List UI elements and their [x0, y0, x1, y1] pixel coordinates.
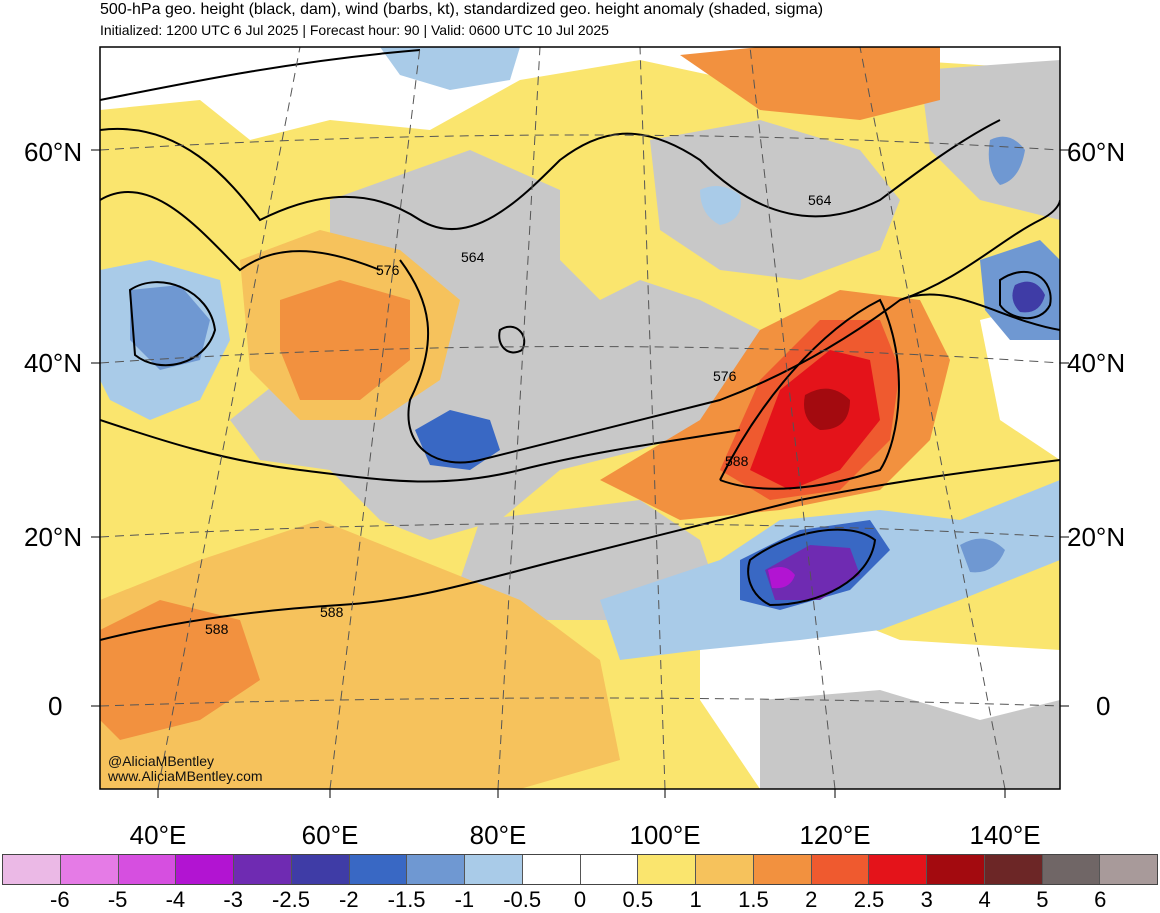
colorbar-legend: [2, 854, 1158, 885]
colorbar-swatch: [349, 855, 408, 884]
anomaly-region-blue-philippine: [960, 538, 1005, 573]
anomaly-region-orange-arabian-sea: [100, 520, 620, 789]
height-contours: [100, 49, 1060, 641]
colorbar-tick-label: 1.5: [738, 887, 769, 912]
contour-label: 588: [205, 621, 229, 637]
colorbar-swatch: [60, 855, 119, 884]
credit-website: www.AliciaMBentley.com: [108, 768, 263, 784]
colorbar-tick-label: 3: [920, 887, 933, 912]
colorbar-swatch: [1100, 855, 1157, 884]
colorbar-tick-label: -3: [223, 887, 243, 912]
colorbar-tick-label: -0.5: [503, 887, 542, 912]
colorbar-tick-label: 2: [805, 887, 818, 912]
credit-handle: @AliciaMBentley: [108, 753, 215, 769]
lon-label: 100°E: [629, 820, 701, 850]
colorbar-swatch: [465, 855, 523, 884]
colorbar-swatch: [927, 855, 985, 884]
colorbar-swatch: [234, 855, 292, 884]
anomaly-region-purple-core: [765, 545, 860, 600]
colorbar-swatch: [869, 855, 927, 884]
lat-label-left: 60°N: [24, 137, 83, 167]
colorbar-tick-label: 6: [1094, 887, 1107, 912]
colorbar-tick-label: 0.5: [622, 887, 654, 912]
anomaly-region-blue-north: [380, 47, 520, 90]
lat-label-left: 0: [48, 691, 63, 721]
colorbar-swatch: [176, 855, 234, 884]
map-frame: [99, 46, 1061, 790]
anomaly-region-orange-arabia: [100, 600, 260, 740]
colorbar-swatch: [811, 855, 870, 884]
colorbar-swatch: [984, 855, 1043, 884]
colorbar-tick-label: -2: [339, 887, 359, 912]
anomaly-region-orange-north: [680, 47, 940, 120]
colorbar-swatch: [638, 855, 696, 884]
anomaly-region-grey-siberia: [650, 120, 900, 280]
colorbar-swatch: [522, 855, 581, 884]
anomaly-region-blue-nw-core: [130, 285, 210, 370]
chart-title: 500-hPa geo. height (black, dam), wind (…: [100, 1, 824, 18]
colorbar-tick-label: -4: [165, 887, 186, 912]
colorbar-tick-label: -1.5: [387, 887, 426, 912]
anomaly-region-red-max: [804, 388, 850, 430]
anomaly-region-magenta-max: [768, 566, 795, 589]
colorbar-tick-label: -2.5: [272, 887, 310, 912]
colorbar-swatch: [407, 855, 465, 884]
contour-label: 576: [376, 262, 400, 278]
lat-label-right: 60°N: [1067, 137, 1126, 167]
colorbar-swatch: [118, 855, 177, 884]
colorbar-swatch: [291, 855, 350, 884]
colorbar-swatch: [1042, 855, 1101, 884]
colorbar-swatch: [753, 855, 812, 884]
anomaly-region-orange-caspian: [280, 280, 410, 400]
colorbar-swatch: [696, 855, 754, 884]
lat-label-right: 40°N: [1067, 348, 1126, 378]
contour-labels: 564 576 564 564 576 588 588 588: [205, 192, 832, 637]
anomaly-region-blue-northeast: [988, 136, 1025, 185]
contour-label: 576: [713, 368, 737, 384]
lon-label: 40°E: [129, 820, 187, 850]
axis-ticks: [91, 149, 1069, 798]
anomaly-region-blue-siberia: [700, 186, 741, 225]
map-plot-area: [100, 47, 1060, 789]
graticule: [100, 47, 1060, 789]
contour-label: 588: [320, 604, 344, 620]
colorbar-tick-label: 2.5: [853, 887, 885, 912]
colorbar-tick-label: 1: [689, 887, 702, 912]
lon-label: 120°E: [799, 820, 871, 850]
colorbar-tick-label: -6: [50, 887, 70, 912]
lat-label-left: 20°N: [24, 522, 83, 552]
lon-label: 140°E: [969, 820, 1041, 850]
colorbar-tick-label: -5: [107, 887, 128, 912]
lon-label: 60°E: [301, 820, 359, 850]
contour-label: 564: [808, 192, 832, 208]
colorbar-tick-label: 0: [573, 887, 587, 912]
lat-label-right: 20°N: [1067, 522, 1126, 552]
colorbar-swatch: [580, 855, 639, 884]
lat-label-left: 40°N: [24, 348, 83, 378]
anomaly-region-blue-east-core: [1012, 281, 1045, 313]
colorbar-tick-label: -1: [454, 887, 475, 912]
colorbar-swatch: [3, 855, 61, 884]
colorbar-tick-label: 5: [1036, 887, 1049, 912]
colorbar-tick-label: 4: [978, 887, 991, 912]
lat-label-right: 0: [1096, 691, 1111, 721]
anomaly-region-grey-maritime: [760, 690, 1060, 789]
lon-label: 80°E: [469, 820, 527, 850]
contour-label: 564: [461, 249, 485, 265]
contour-label: 588: [725, 453, 749, 469]
chart-subtitle: Initialized: 1200 UTC 6 Jul 2025 | Forec…: [100, 22, 609, 38]
anomaly-region-blue-central: [415, 410, 500, 470]
